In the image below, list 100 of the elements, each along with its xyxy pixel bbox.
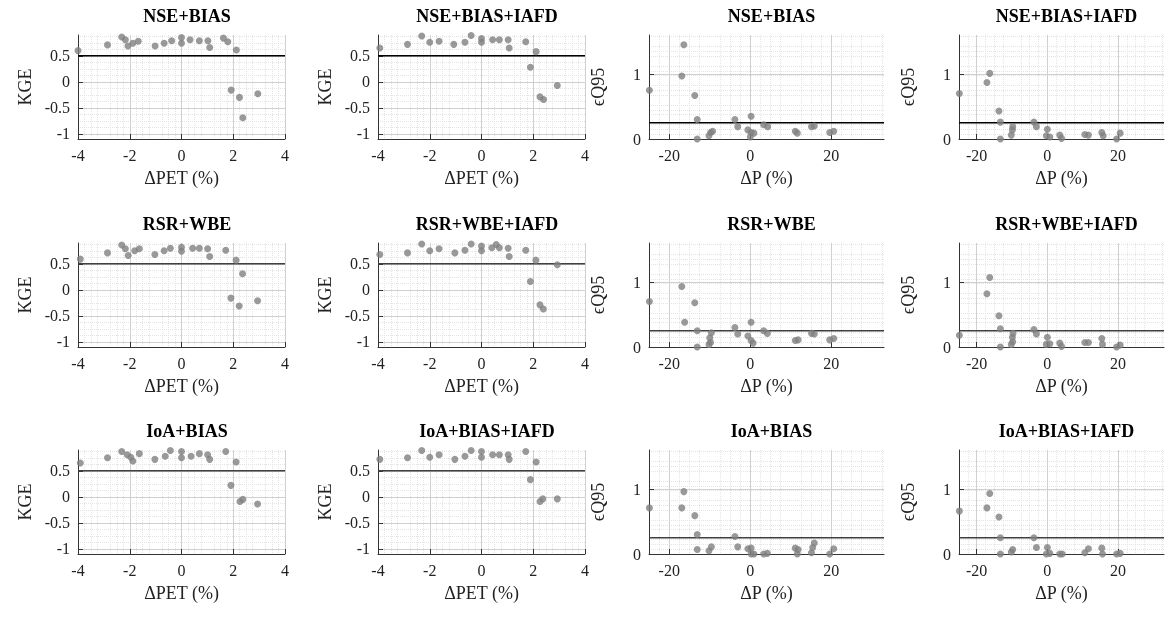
x-tick-label: 0 [477, 561, 486, 579]
x-axis-title: ΔPET (%) [144, 168, 219, 189]
x-tick-label: 4 [281, 146, 289, 164]
y-axis-title: KGE [314, 68, 335, 106]
y-tick-label: 0 [62, 488, 70, 506]
x-tick-label: -20 [966, 354, 988, 372]
x-tick-label: 0 [1043, 561, 1052, 579]
chart-title: NSE+BIAS [727, 6, 816, 26]
x-tick-label: 0 [177, 354, 186, 372]
y-axis-title: ϵQ95 [588, 482, 608, 522]
x-tick-label: -20 [658, 561, 680, 579]
y-tick-label: 0 [633, 130, 641, 148]
x-tick-label: 0 [177, 561, 186, 579]
x-tick-label: 4 [281, 561, 289, 579]
x-tick-label: 0 [1043, 354, 1052, 372]
y-tick-label: -0.5 [44, 514, 70, 532]
x-tick-label: -20 [966, 146, 988, 164]
x-tick-label: -2 [423, 354, 437, 372]
x-tick-label: -20 [658, 146, 680, 164]
y-tick-label: 1 [943, 65, 951, 83]
y-tick-label: -1 [56, 333, 70, 351]
y-tick-label: 1 [633, 273, 641, 291]
y-axis-title: KGE [314, 483, 335, 521]
x-tick-label: 0 [746, 146, 755, 164]
x-tick-label: 20 [1110, 561, 1127, 579]
x-tick-label: -2 [123, 561, 137, 579]
y-axis-title: KGE [314, 276, 335, 314]
x-tick-label: 0 [177, 146, 186, 164]
y-tick-label: 0 [362, 73, 370, 91]
y-tick-label: 0 [362, 281, 370, 299]
y-tick-label: -0.5 [344, 307, 370, 325]
y-tick-label: 1 [943, 273, 951, 291]
y-axis-title: ϵQ95 [588, 275, 608, 315]
chart-title: RSR+WBE+IAFD [995, 214, 1138, 234]
x-axis-title: ΔPET (%) [444, 583, 519, 604]
x-axis-title: ΔPET (%) [444, 168, 519, 189]
y-tick-label: 0.5 [50, 462, 70, 480]
x-tick-label: 0 [477, 354, 486, 372]
y-axis-title: ϵQ95 [898, 482, 918, 522]
x-tick-label: 4 [581, 146, 589, 164]
x-tick-label: -4 [71, 561, 85, 579]
chart-title: RSR+WBE [142, 214, 232, 234]
x-axis-title: ΔP (%) [740, 376, 793, 397]
x-tick-label: 2 [529, 354, 538, 372]
y-tick-label: -0.5 [44, 307, 70, 325]
x-tick-label: 0 [1043, 146, 1052, 164]
y-tick-label: -1 [56, 125, 70, 143]
y-tick-label: 1 [943, 480, 951, 498]
x-tick-label: 2 [529, 146, 538, 164]
y-tick-label: 0 [943, 130, 951, 148]
y-tick-label: 0 [62, 281, 70, 299]
x-tick-label: 0 [746, 354, 755, 372]
x-tick-label: -20 [966, 561, 988, 579]
chart-title: NSE+BIAS [143, 6, 231, 26]
x-tick-label: -2 [423, 561, 437, 579]
x-tick-label: -2 [123, 354, 137, 372]
y-axis-title: KGE [14, 483, 35, 521]
x-tick-label: 0 [746, 561, 755, 579]
x-tick-label: 2 [529, 561, 538, 579]
y-tick-label: -1 [356, 540, 370, 558]
x-tick-label: 20 [823, 146, 840, 164]
chart-title: NSE+BIAS+IAFD [416, 6, 558, 26]
x-tick-label: -2 [123, 146, 137, 164]
x-axis-title: ΔP (%) [740, 583, 793, 604]
x-axis-title: ΔP (%) [1035, 376, 1088, 397]
chart-title: IoA+BIAS [730, 421, 813, 441]
x-tick-label: -4 [371, 146, 385, 164]
y-axis-title: ϵQ95 [898, 67, 918, 107]
chart-title: IoA+BIAS+IAFD [419, 421, 555, 441]
chart-title: IoA+BIAS [146, 421, 228, 441]
x-tick-label: 20 [1110, 146, 1127, 164]
y-tick-label: 0.5 [350, 255, 370, 273]
x-tick-label: -20 [658, 354, 680, 372]
x-tick-label: 2 [229, 354, 238, 372]
chart-title: RSR+WBE+IAFD [415, 214, 559, 234]
x-tick-label: -4 [371, 561, 385, 579]
y-tick-label: 0 [943, 338, 951, 356]
y-tick-label: 0 [633, 545, 641, 563]
x-tick-label: -4 [371, 354, 385, 372]
y-tick-label: -1 [56, 540, 70, 558]
x-tick-label: -2 [423, 146, 437, 164]
y-tick-label: 0.5 [50, 47, 70, 65]
x-tick-label: 4 [281, 354, 289, 372]
x-axis-title: ΔPET (%) [144, 376, 219, 397]
x-tick-label: 20 [1110, 354, 1127, 372]
x-axis-title: ΔPET (%) [144, 583, 219, 604]
y-tick-label: -0.5 [344, 514, 370, 532]
y-tick-label: 0 [633, 338, 641, 356]
y-axis-title: ϵQ95 [588, 67, 608, 107]
x-tick-label: -4 [71, 354, 85, 372]
y-axis-title: ϵQ95 [898, 275, 918, 315]
y-tick-label: 1 [633, 65, 641, 83]
y-tick-label: 0.5 [50, 255, 70, 273]
y-axis-title: KGE [14, 276, 35, 314]
x-axis-title: ΔP (%) [1035, 168, 1088, 189]
x-tick-label: 2 [229, 146, 238, 164]
y-tick-label: -0.5 [44, 99, 70, 117]
x-tick-label: 0 [477, 146, 486, 164]
y-tick-label: 0 [362, 488, 370, 506]
x-tick-label: 4 [581, 354, 589, 372]
